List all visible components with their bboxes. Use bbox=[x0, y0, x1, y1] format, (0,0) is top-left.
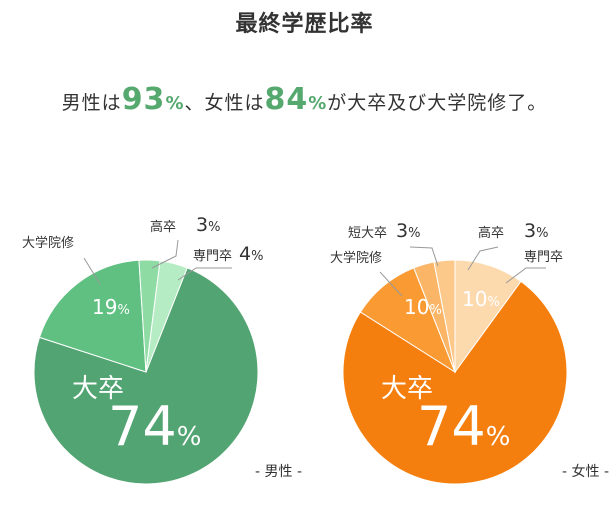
slice-value-female-4: 10% bbox=[462, 287, 500, 311]
leader-line-female-1 bbox=[379, 271, 403, 297]
male-percent-number: 93 bbox=[121, 82, 166, 117]
slice-value-female-3: 3% bbox=[524, 220, 548, 242]
leader-line-male-1 bbox=[83, 257, 101, 285]
slice-value-female-2: 3% bbox=[396, 220, 420, 242]
leader-line-male-2 bbox=[151, 239, 179, 269]
pie-caption-female: - 女性 - bbox=[562, 463, 609, 480]
pie-slice-male-0 bbox=[33, 267, 259, 485]
slice-label-female-3: 高卒 bbox=[478, 225, 504, 241]
slice-label-female-0: 大卒 bbox=[381, 374, 433, 404]
summary-middle: 、女性は bbox=[184, 92, 265, 114]
slice-label-male-3: 専門卒 bbox=[193, 249, 232, 264]
slice-label-female-2: 短大卒 bbox=[348, 226, 387, 241]
pie-slice-female-0 bbox=[342, 280, 568, 485]
male-percent: 93% bbox=[122, 82, 185, 117]
slice-value-female-1: 10% bbox=[404, 295, 442, 319]
female-percent: 84% bbox=[265, 82, 328, 117]
slice-label-male-2: 高卒 bbox=[150, 219, 176, 235]
summary-prefix: 男性は bbox=[61, 92, 122, 114]
leader-line-female-4 bbox=[505, 267, 546, 284]
pie-slice-female-4 bbox=[454, 259, 522, 374]
slice-value-female-0: 74% bbox=[417, 395, 510, 458]
summary-text: 男性は93%、女性は84%が大卒及び大学院修了。 bbox=[0, 82, 609, 117]
slice-value-male-2: 3% bbox=[196, 214, 220, 236]
leader-line-male-3 bbox=[177, 267, 232, 281]
slice-value-male-3: 4% bbox=[239, 243, 263, 265]
pie-slice-male-1 bbox=[38, 259, 147, 373]
slice-label-female-1: 大学院修 bbox=[330, 250, 382, 266]
page-title: 最終学歴比率 bbox=[235, 12, 374, 37]
slice-label-female-4: 専門卒 bbox=[524, 250, 563, 265]
pie-caption-male: - 男性 - bbox=[255, 464, 302, 480]
leader-line-female-2 bbox=[409, 246, 439, 267]
male-percent-unit: % bbox=[165, 93, 185, 114]
slice-value-male-0: 74% bbox=[108, 395, 201, 458]
pie-slice-male-3 bbox=[145, 260, 188, 373]
female-percent-unit: % bbox=[308, 93, 328, 114]
female-percent-number: 84 bbox=[264, 82, 309, 117]
slice-label-male-1: 大学院修 bbox=[22, 235, 74, 251]
slice-label-male-0: 大卒 bbox=[72, 374, 124, 404]
summary-suffix: が大卒及び大学院修了。 bbox=[327, 92, 548, 114]
leader-line-female-3 bbox=[467, 246, 499, 271]
slice-value-male-1: 19% bbox=[92, 295, 130, 319]
